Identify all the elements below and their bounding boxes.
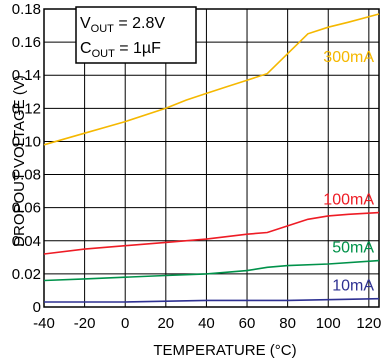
series-line-10mA (44, 297, 380, 303)
series-line-300mA (43, 13, 380, 146)
y-axis-title: DROPOUT VOLTAGE (V) (11, 75, 28, 247)
y-tick-label: 0.16 (12, 34, 41, 51)
y-tick-labels: 0 0.02 0.04 0.06 0.08 0.10 0.12 0.14 0.16 0.18 (12, 1, 41, 316)
cout-label: COUT = 1µF (80, 40, 161, 60)
vout-sub: OUT (91, 23, 115, 35)
x-axis-title: TEMPERATURE (°C) (153, 342, 296, 359)
series-label-100mA: 100mA (323, 192, 374, 209)
series-lines (43, 13, 380, 303)
series-line-100mA (43, 211, 380, 255)
y-tick-label: 0.12 (12, 100, 41, 117)
series-label-10mA: 10mA (332, 278, 374, 295)
x-tick-label: 0 (121, 315, 129, 332)
y-tick-label: 0.06 (12, 200, 41, 217)
vout-main: V (80, 15, 91, 32)
y-tick-label: 0 (33, 299, 41, 316)
series-labels: 300mA 100mA 50mA 10mA (323, 49, 374, 295)
series-label-50mA: 50mA (332, 240, 374, 257)
x-tick-label: 120 (356, 315, 381, 332)
conditions-annotation: VOUT = 2.8V COUT = 1µF (75, 6, 197, 64)
plot-frame (43, 8, 380, 308)
y-tick-label: 0.10 (12, 133, 41, 150)
series-label-300mA: 300mA (323, 49, 374, 66)
annotation-box (75, 6, 197, 64)
series-line-50mA (43, 259, 380, 282)
x-tick-label: -20 (74, 315, 96, 332)
x-tick-label: 100 (316, 315, 341, 332)
cout-value: = 1µF (115, 40, 161, 57)
y-tick-label: 0.04 (12, 233, 41, 250)
plot-border (43, 8, 380, 308)
y-tick-label: 0.18 (12, 1, 41, 18)
x-tick-label: 40 (198, 315, 215, 332)
vout-value: = 2.8V (114, 15, 165, 32)
y-tick-label: 0.14 (12, 67, 41, 84)
x-tick-label: -40 (33, 315, 55, 332)
grid (43, 8, 379, 308)
x-tick-labels: -40 -20 0 20 40 60 80 100 120 (33, 315, 381, 332)
y-tick-label: 0.08 (12, 167, 41, 184)
y-tick-label: 0.02 (12, 266, 41, 283)
x-tick-label: 20 (157, 315, 174, 332)
vout-label: VOUT = 2.8V (80, 15, 165, 35)
x-tick-label: 60 (239, 315, 256, 332)
x-tick-label: 80 (279, 315, 296, 332)
cout-main: C (80, 40, 92, 57)
cout-sub: OUT (92, 48, 116, 60)
